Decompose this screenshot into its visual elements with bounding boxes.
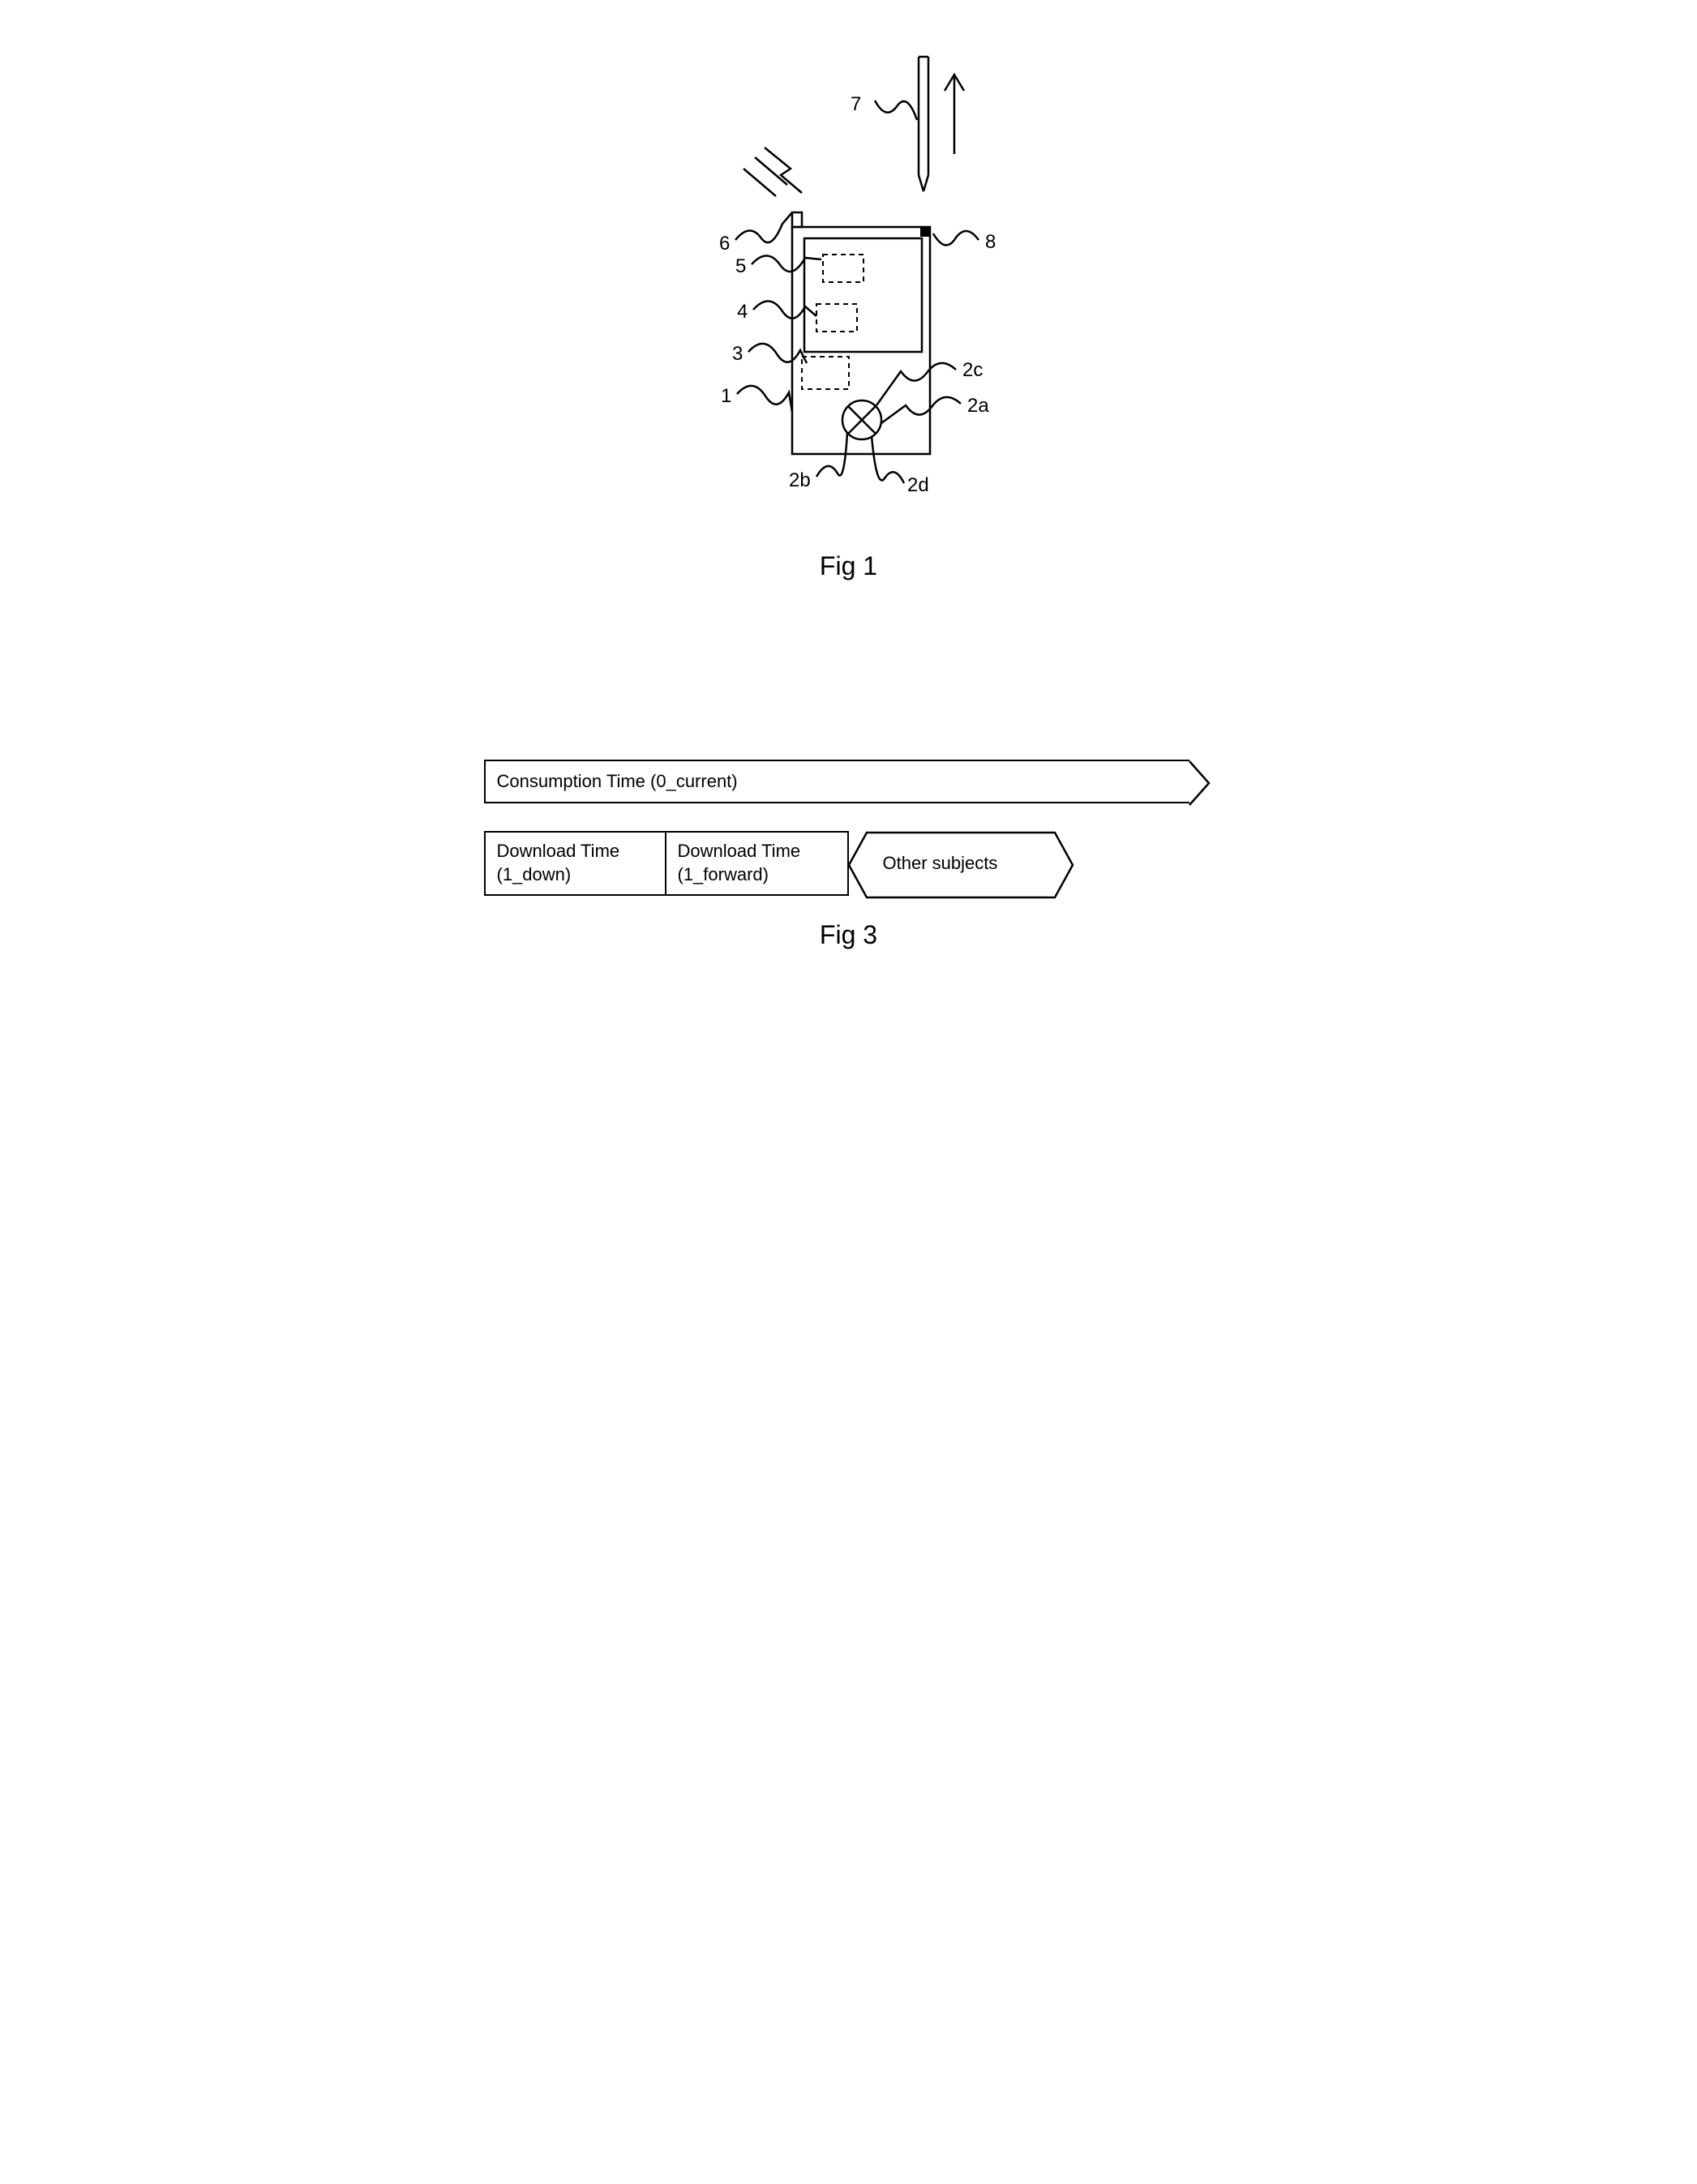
label-2d: 2d (907, 474, 929, 496)
fig3-consumption-text: Consumption Time (0_current) (497, 770, 1178, 794)
fig3-download2-line1: Download Time (678, 840, 836, 863)
leader-2d (872, 436, 904, 483)
fig3-download1-line2: (1_down) (497, 863, 654, 887)
leader-7 (875, 101, 917, 120)
leader-1 (737, 386, 792, 412)
fig3-row2: Download Time (1_down) Download Time (1_… (484, 831, 1214, 896)
label-4: 4 (737, 301, 748, 323)
leader-2a (881, 397, 961, 423)
label-7: 7 (851, 93, 861, 115)
fig3-caption: Fig 3 (32, 920, 1665, 950)
label-2a: 2a (967, 395, 989, 417)
label-5: 5 (735, 255, 746, 277)
fig1-caption: Fig 1 (484, 551, 1214, 581)
dashed-box-5 (823, 255, 863, 282)
fig3-row1: Consumption Time (0_current) (484, 760, 1214, 807)
fig3-download2-line2: (1_forward) (678, 863, 836, 887)
fig3-hex-cell: Other subjects (847, 831, 1074, 896)
label-2c: 2c (962, 359, 983, 381)
figure-3: Consumption Time (0_current) Download Ti… (32, 760, 1665, 950)
fig3-hex-text: Other subjects (847, 853, 998, 874)
fig3-consumption-cell: Consumption Time (0_current) (484, 760, 1189, 803)
leader-8 (933, 231, 979, 245)
corner-square (920, 227, 930, 237)
label-3: 3 (732, 343, 743, 365)
lightning-icon (744, 148, 802, 196)
stylus (919, 57, 928, 191)
leader-5 (752, 255, 821, 272)
antenna (792, 212, 802, 227)
fig3-download1-line1: Download Time (497, 840, 654, 863)
figure-1: 7 6 5 4 3 1 8 2c 2a 2d 2b Fig 1 (484, 32, 1214, 581)
fig3-download1-cell: Download Time (1_down) (484, 831, 666, 896)
leader-2c (876, 363, 956, 405)
fig1-svg: 7 6 5 4 3 1 8 2c 2a 2d 2b (622, 32, 1076, 535)
label-1: 1 (721, 385, 731, 407)
leader-3 (748, 344, 807, 363)
label-2b: 2b (789, 469, 811, 491)
label-8: 8 (985, 231, 996, 253)
label-6: 6 (719, 233, 730, 255)
arrow-head-icon (1188, 760, 1212, 807)
fig3-download2-cell: Download Time (1_forward) (666, 831, 849, 896)
dashed-box-3 (802, 357, 849, 389)
leader-6 (735, 212, 792, 242)
dashed-box-4 (816, 304, 857, 332)
up-arrow-icon (945, 75, 964, 154)
leader-4 (753, 301, 816, 318)
